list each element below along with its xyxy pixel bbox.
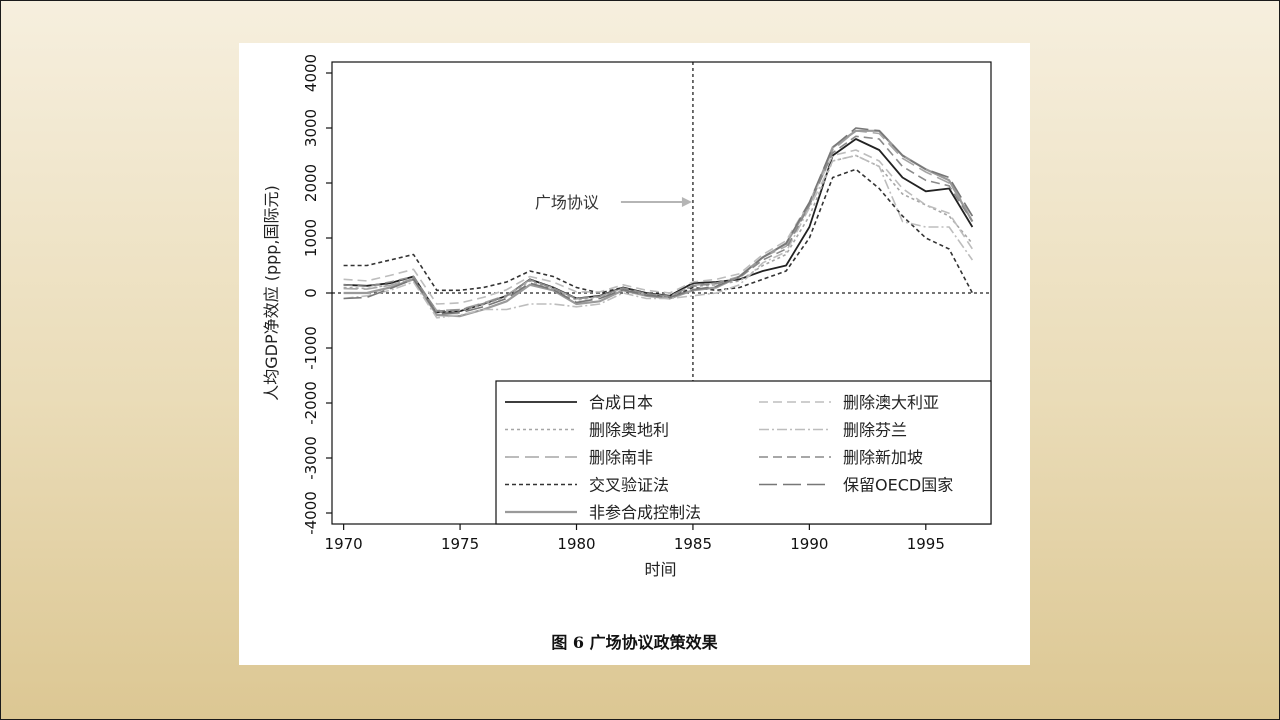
series-lines — [343, 127, 974, 319]
y-tick-label: 4000 — [302, 54, 320, 92]
line-chart: 1970 1975 1980 1985 1990 1995 -4000 -3000 -2000 -… — [262, 54, 992, 579]
legend-label-3: 删除南非 — [589, 448, 653, 467]
series-line-9 — [343, 127, 974, 315]
y-tick-label: 3000 — [302, 109, 320, 147]
x-axis-label: 时间 — [644, 560, 676, 579]
y-tick-label: -2000 — [302, 381, 320, 425]
series-line-8 — [343, 135, 974, 312]
x-tick-label: 1985 — [674, 535, 712, 553]
annotation-arrow-head — [681, 197, 692, 207]
series-line-4 — [343, 168, 974, 300]
y-tick-label: -1000 — [302, 326, 320, 370]
series-line-7 — [343, 154, 974, 319]
y-axis-label: 人均GDP净效应 (ppp,国际元) — [262, 185, 281, 401]
x-tick-label: 1990 — [790, 535, 828, 553]
series-line-1 — [343, 138, 974, 314]
legend-box — [495, 380, 992, 525]
legend-label-4: 交叉验证法 — [589, 476, 669, 495]
x-tick-label: 1975 — [441, 535, 479, 553]
legend-label-9: 保留OECD国家 — [843, 476, 953, 495]
annotation: 广场协议 — [535, 193, 692, 212]
x-tick-label: 1980 — [557, 535, 595, 553]
legend-label-5: 非参合成控制法 — [589, 503, 701, 522]
y-tick-label: -4000 — [302, 491, 320, 535]
series-line-5 — [343, 129, 974, 318]
legend-label-8: 删除新加坡 — [843, 448, 923, 467]
series-line-2 — [343, 154, 974, 314]
axes: 1970 1975 1980 1985 1990 1995 -4000 -3000 -2000 -… — [262, 54, 945, 579]
x-tick-label: 1995 — [907, 535, 945, 553]
legend-label-2: 删除奥地利 — [589, 421, 669, 440]
y-tick-label: 0 — [302, 288, 320, 298]
series-line-6 — [343, 149, 974, 305]
figure-card: 1970 1975 1980 1985 1990 1995 -4000 -3000 -2000 -… — [239, 43, 1030, 665]
legend-label-6: 删除澳大利亚 — [843, 393, 939, 412]
legend-label-1: 合成日本 — [589, 393, 653, 412]
x-tick-label: 1970 — [325, 535, 363, 553]
annotation-label: 广场协议 — [535, 193, 599, 212]
series-line-3 — [343, 130, 974, 312]
figure-caption: 图 6 广场协议政策效果 — [551, 633, 718, 652]
legend-label-7: 删除芬兰 — [843, 421, 907, 440]
y-tick-label: -3000 — [302, 436, 320, 480]
y-tick-label: 1000 — [302, 219, 320, 257]
y-tick-label: 2000 — [302, 164, 320, 202]
